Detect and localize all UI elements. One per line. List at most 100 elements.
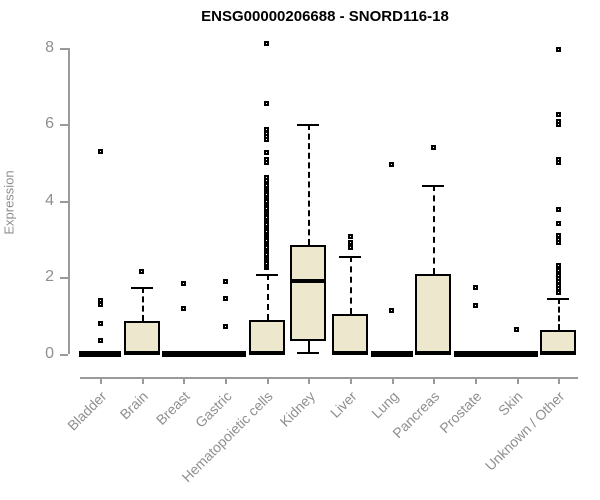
box-breast (162, 351, 205, 357)
outlier-point (97, 337, 103, 343)
x-tick (433, 376, 436, 384)
box-gastric (204, 351, 246, 357)
y-tick-label: 2 (45, 268, 54, 286)
outlier-point (555, 220, 561, 226)
outlier-point (555, 156, 561, 162)
outlier-point (264, 150, 270, 156)
x-tick-label-bladder: Bladder (63, 388, 110, 434)
x-tick-label-breast: Breast (152, 388, 193, 428)
y-tick (60, 200, 68, 203)
box-kidney (290, 244, 327, 341)
upper-whisker-line (308, 124, 311, 245)
outlier-point (180, 305, 186, 311)
y-tick (60, 47, 68, 50)
outlier-point (514, 327, 520, 333)
outlier-point (222, 323, 228, 329)
lower-whisker-line (308, 340, 311, 353)
box-lung (370, 351, 413, 357)
x-tick-label-kidney: Kidney (276, 388, 318, 430)
x-tick-label-brain: Brain (116, 388, 151, 423)
outlier-point (555, 232, 561, 238)
outlier-point (222, 295, 228, 301)
outlier-point (389, 308, 395, 314)
box-unknown-other (540, 329, 577, 354)
x-tick (100, 376, 102, 384)
upper-whisker-line (433, 185, 436, 274)
x-tick-label-prostate: Prostate (436, 388, 485, 437)
outlier-point (347, 233, 353, 239)
upper-whisker-cap (130, 286, 153, 289)
upper-whisker-cap (422, 185, 445, 188)
outlier-point (555, 263, 561, 269)
median-line (248, 350, 285, 355)
outlier-point (97, 297, 103, 303)
box-pancreas (415, 273, 452, 354)
box-brain (123, 321, 160, 354)
outlier-point (264, 127, 270, 133)
outlier-point (264, 157, 270, 163)
plot-title: ENSG00000206688 - SNORD116-18 (201, 8, 449, 25)
x-tick (225, 376, 227, 384)
box-liver (332, 313, 369, 354)
y-tick (60, 277, 68, 280)
upper-whisker-line (558, 298, 561, 330)
upper-whisker-line (141, 286, 144, 322)
outlier-point (555, 119, 561, 125)
x-tick (183, 376, 186, 384)
outlier-point (472, 303, 478, 309)
x-tick-label-lung: Lung (367, 388, 402, 422)
x-tick-label-skin: Skin (495, 388, 527, 419)
outlier-point (555, 268, 561, 274)
lower-whisker-cap (297, 352, 320, 355)
upper-whisker-cap (255, 273, 278, 276)
outlier-point (347, 239, 353, 245)
box-prostate (454, 351, 497, 357)
x-tick (558, 376, 561, 384)
box-hematopoietic-cells (248, 320, 285, 354)
y-axis-line (68, 47, 70, 354)
outlier-point (555, 47, 561, 52)
median-line (123, 350, 160, 355)
y-tick (60, 354, 68, 356)
outlier-point (97, 320, 103, 326)
outlier-point (222, 278, 228, 284)
x-axis-line (80, 376, 578, 379)
y-tick-label: 8 (45, 38, 54, 56)
y-tick-label: 4 (45, 191, 54, 209)
upper-whisker-line (350, 256, 353, 314)
upper-whisker-cap (297, 124, 320, 127)
x-tick (141, 376, 144, 384)
x-tick (391, 376, 394, 384)
outlier-point (264, 100, 270, 106)
outlier-point (555, 272, 561, 278)
median-line (332, 350, 369, 355)
x-tick-label-unknown-other: Unknown / Other (482, 388, 568, 474)
median-line (415, 350, 452, 355)
x-tick (308, 376, 311, 384)
x-tick (266, 376, 269, 384)
box-bladder (79, 351, 121, 357)
x-tick (350, 376, 353, 384)
y-tick-label: 6 (45, 115, 54, 133)
outlier-point (264, 174, 270, 180)
outlier-point (389, 161, 395, 167)
x-tick-label-liver: Liver (326, 388, 360, 421)
outlier-point (97, 148, 103, 154)
x-tick (516, 376, 519, 384)
x-tick (475, 376, 478, 384)
y-tick-label: 0 (45, 345, 54, 362)
outlier-point (139, 269, 145, 275)
outlier-point (264, 41, 270, 47)
upper-whisker-cap (547, 298, 570, 301)
median-line (540, 350, 577, 355)
outlier-point (347, 245, 353, 251)
upper-whisker-cap (339, 256, 362, 259)
median-line (290, 279, 327, 284)
outlier-point (180, 280, 186, 286)
upper-whisker-line (266, 273, 269, 321)
outlier-point (430, 144, 436, 150)
y-tick (60, 124, 68, 127)
outlier-point (555, 112, 561, 118)
